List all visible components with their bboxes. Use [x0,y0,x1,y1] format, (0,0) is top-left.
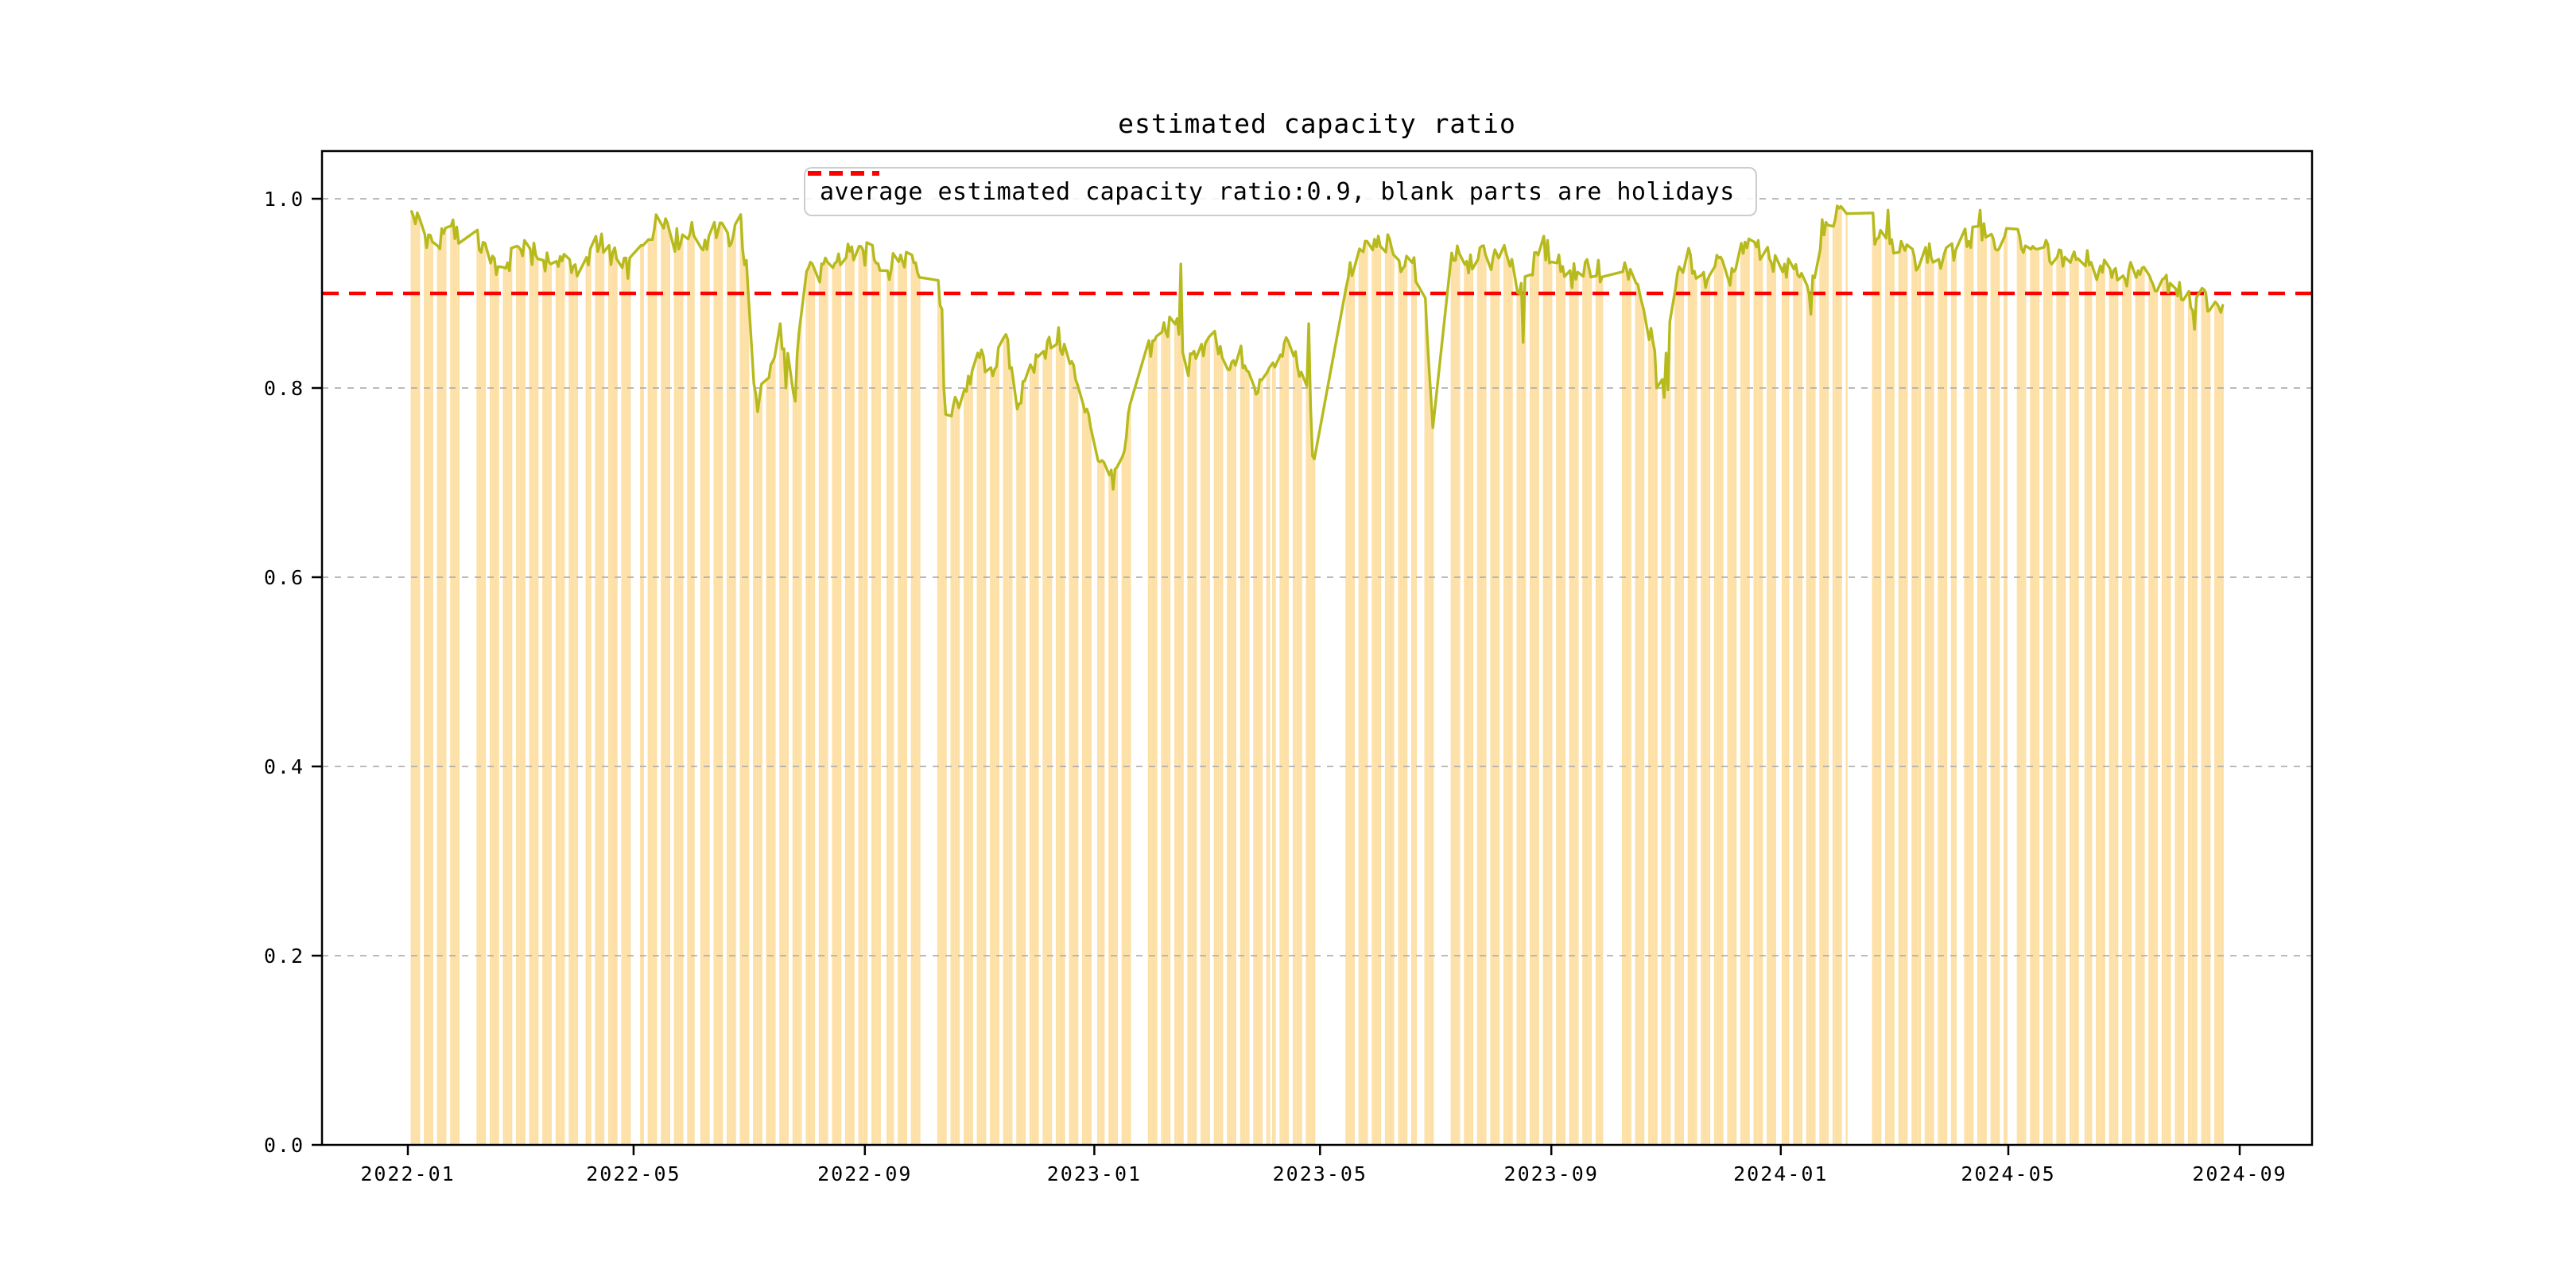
x-axis-ticks: 2022-01 2022-05 2022-09 2023-01 2023-05 2023-… [360,1145,2287,1185]
y-tick-label: 1.0 [264,188,305,211]
y-tick-label: 0.0 [264,1134,305,1157]
y-tick-label: 0.4 [264,755,305,778]
x-tick-label: 2022-01 [360,1162,455,1185]
chart-title: estimated capacity ratio [1118,108,1516,139]
x-tick-label: 2023-09 [1504,1162,1599,1185]
plot-border [320,149,2314,1146]
x-tick-label: 2023-01 [1047,1162,1142,1185]
y-axis-ticks: 0.0 0.2 0.4 0.6 0.8 1.0 [264,188,322,1157]
y-tick-label: 0.6 [264,566,305,589]
capacity-ratio-line [410,204,2225,491]
x-tick-label: 2024-05 [1961,1162,2055,1185]
x-tick-label: 2022-05 [586,1162,681,1185]
legend-label: average estimated capacity ratio:0.9, bl… [820,177,1735,206]
legend: average estimated capacity ratio:0.9, bl… [804,167,1757,216]
gridlines [322,198,2312,956]
y-tick-label: 0.2 [264,945,305,968]
red-dashed-line-icon [808,171,879,176]
x-tick-label: 2024-09 [2192,1162,2287,1185]
x-tick-label: 2023-05 [1273,1162,1368,1185]
y-tick-label: 0.8 [264,377,305,400]
workday-bars [410,205,2224,1146]
x-tick-label: 2022-09 [817,1162,912,1185]
x-tick-label: 2024-01 [1733,1162,1828,1185]
